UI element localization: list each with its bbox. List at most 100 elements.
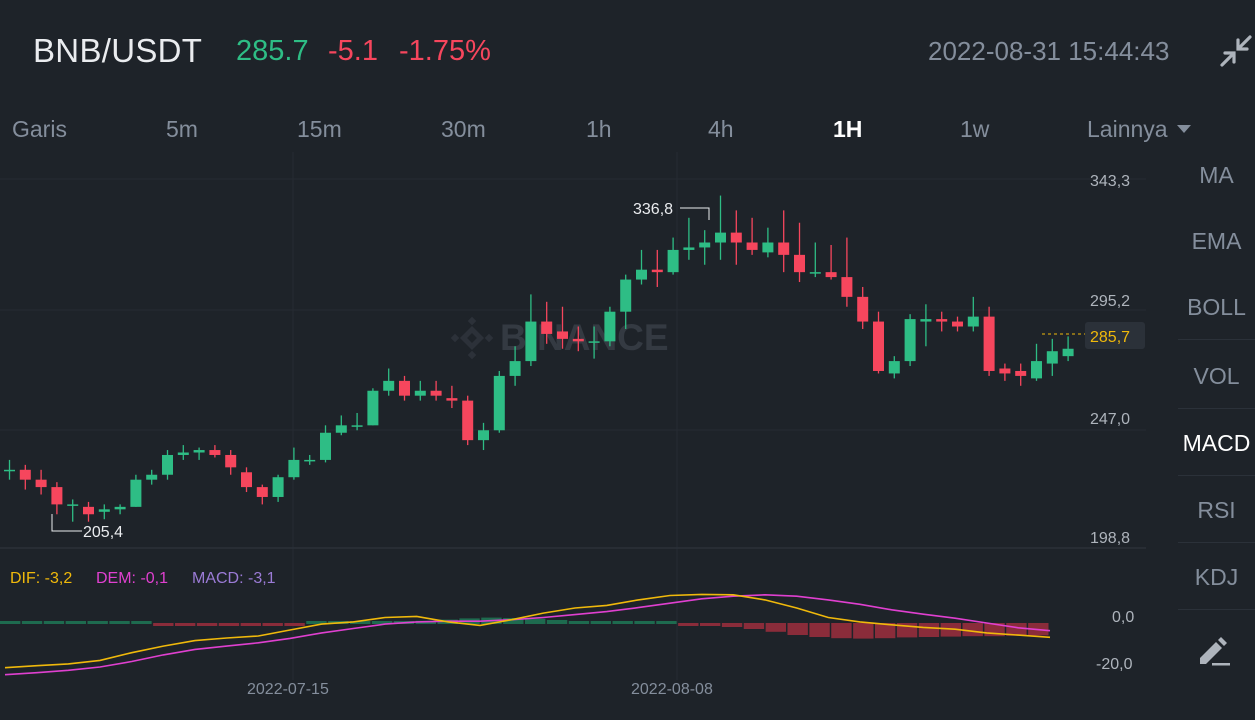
tab-1H[interactable]: 1H [833, 116, 863, 142]
candle-body [51, 487, 63, 505]
indicator-ma[interactable]: MA [1199, 162, 1234, 188]
macd-histogram-bar [918, 623, 940, 637]
macd-histogram-bar [87, 621, 108, 624]
candle-body [399, 380, 410, 396]
price-tick: 247,0 [1090, 411, 1130, 428]
candle-body [699, 242, 711, 248]
macd-histogram-bar [196, 623, 218, 626]
candles [4, 195, 1074, 522]
candle-body [1015, 370, 1027, 376]
macd-histogram-bar [590, 621, 611, 624]
tab-4h[interactable]: 4h [708, 116, 734, 142]
candle-body [1046, 351, 1058, 364]
macd-axis: 0,0 -20,0 [1096, 609, 1134, 673]
macd-histogram-bar [0, 621, 21, 624]
dem-line [4, 593, 1051, 676]
candle-body [130, 479, 142, 507]
divider [1178, 475, 1255, 476]
candle-body [904, 319, 916, 362]
candle-body [604, 311, 616, 342]
candle-body [4, 469, 15, 472]
tab-1h[interactable]: 1h [586, 116, 612, 142]
candle-body [35, 479, 47, 488]
macd-value: MACD: -3,1 [192, 570, 276, 587]
indicator-boll[interactable]: BOLL [1187, 294, 1246, 320]
candle-body [193, 450, 205, 453]
macd-histogram-bar [284, 623, 305, 626]
macd-histogram-bar [43, 621, 65, 624]
candle-body [636, 269, 647, 280]
indicator-vol[interactable]: VOL [1193, 363, 1240, 389]
candle-body [19, 469, 31, 480]
macd-histogram-bar [546, 620, 568, 624]
low-label: 205,4 [83, 524, 123, 541]
macd-histogram-bar [743, 623, 765, 629]
tab-5m[interactable]: 5m [166, 116, 198, 142]
candle-body [225, 454, 237, 468]
candle-body [541, 321, 553, 334]
macd-histogram-bar [218, 623, 240, 626]
candle-body [462, 400, 474, 441]
candle-body [383, 380, 395, 391]
tab-15m[interactable]: 15m [297, 116, 342, 142]
tab-more[interactable]: Lainnya [1087, 116, 1191, 143]
candle-body [209, 450, 221, 455]
candle-body [162, 454, 173, 475]
macd-histogram-bar [656, 621, 677, 624]
pencil-edit-icon[interactable] [1196, 632, 1232, 668]
indicator-ema[interactable]: EMA [1191, 228, 1242, 254]
candle-body [478, 430, 489, 441]
macd-histogram-bar [568, 621, 590, 624]
candle-body [430, 390, 442, 396]
candle-body [67, 504, 79, 506]
indicator-rsi[interactable]: RSI [1197, 497, 1236, 523]
candle-body [967, 316, 979, 327]
price-change: -5.1 [328, 35, 378, 67]
candle-body [351, 425, 363, 427]
candle-body [525, 321, 537, 362]
candle-body [715, 232, 726, 243]
macd-histogram-bar [831, 623, 852, 639]
macd-histogram-bar [306, 621, 327, 624]
indicator-macd[interactable]: MACD [1182, 430, 1251, 456]
tab-1w[interactable]: 1w [960, 116, 990, 142]
annotations: 285,7 336,8 205,4 [51, 201, 1145, 541]
collapse-arrows-icon[interactable] [1216, 31, 1255, 71]
candle-body [683, 247, 695, 250]
macd-histogram-bar [962, 623, 983, 637]
candle-body [272, 477, 284, 497]
candle-body [414, 390, 426, 396]
macd-pane [0, 593, 1051, 676]
indicator-kdj[interactable]: KDJ [1194, 564, 1239, 590]
macd-histogram-bar [525, 618, 546, 624]
candle-body [857, 296, 869, 322]
macd-histogram-bar [612, 621, 633, 624]
candle-body [114, 506, 126, 510]
candle-body [83, 506, 94, 515]
grid-lines [0, 152, 1146, 680]
date-axis: 2022-07-15 2022-08-08 [247, 681, 713, 698]
macd-histogram-bar [765, 623, 786, 632]
candle-body [873, 321, 884, 371]
candlestick-chart[interactable]: BINANCE 285,7 336,8 205,4 343,3 295,2 24… [0, 152, 1178, 720]
divider [1178, 339, 1255, 340]
candle-body [620, 279, 632, 312]
candle-body [920, 319, 932, 322]
candle-body [509, 361, 521, 376]
ticker-header: BNB/USDT 285.7 -5.1 -1.75% 2022-08-31 15… [0, 0, 1255, 100]
macd-tick: -20,0 [1096, 656, 1133, 673]
last-price-tag [1085, 322, 1145, 349]
candle-body [746, 242, 758, 250]
tab-30m[interactable]: 30m [441, 116, 486, 142]
tab-garis[interactable]: Garis [12, 116, 67, 142]
candle-body [256, 487, 268, 497]
candle-body [794, 254, 805, 273]
high-label: 336,8 [633, 201, 673, 218]
macd-histogram-bar [371, 621, 393, 624]
candle-body [999, 368, 1011, 374]
price-tick: 343,3 [1090, 173, 1130, 190]
divider [1178, 408, 1255, 409]
macd-histogram-bar [240, 623, 261, 626]
timestamp: 2022-08-31 15:44:43 [928, 36, 1170, 66]
price-change-percent: -1.75% [399, 35, 491, 67]
